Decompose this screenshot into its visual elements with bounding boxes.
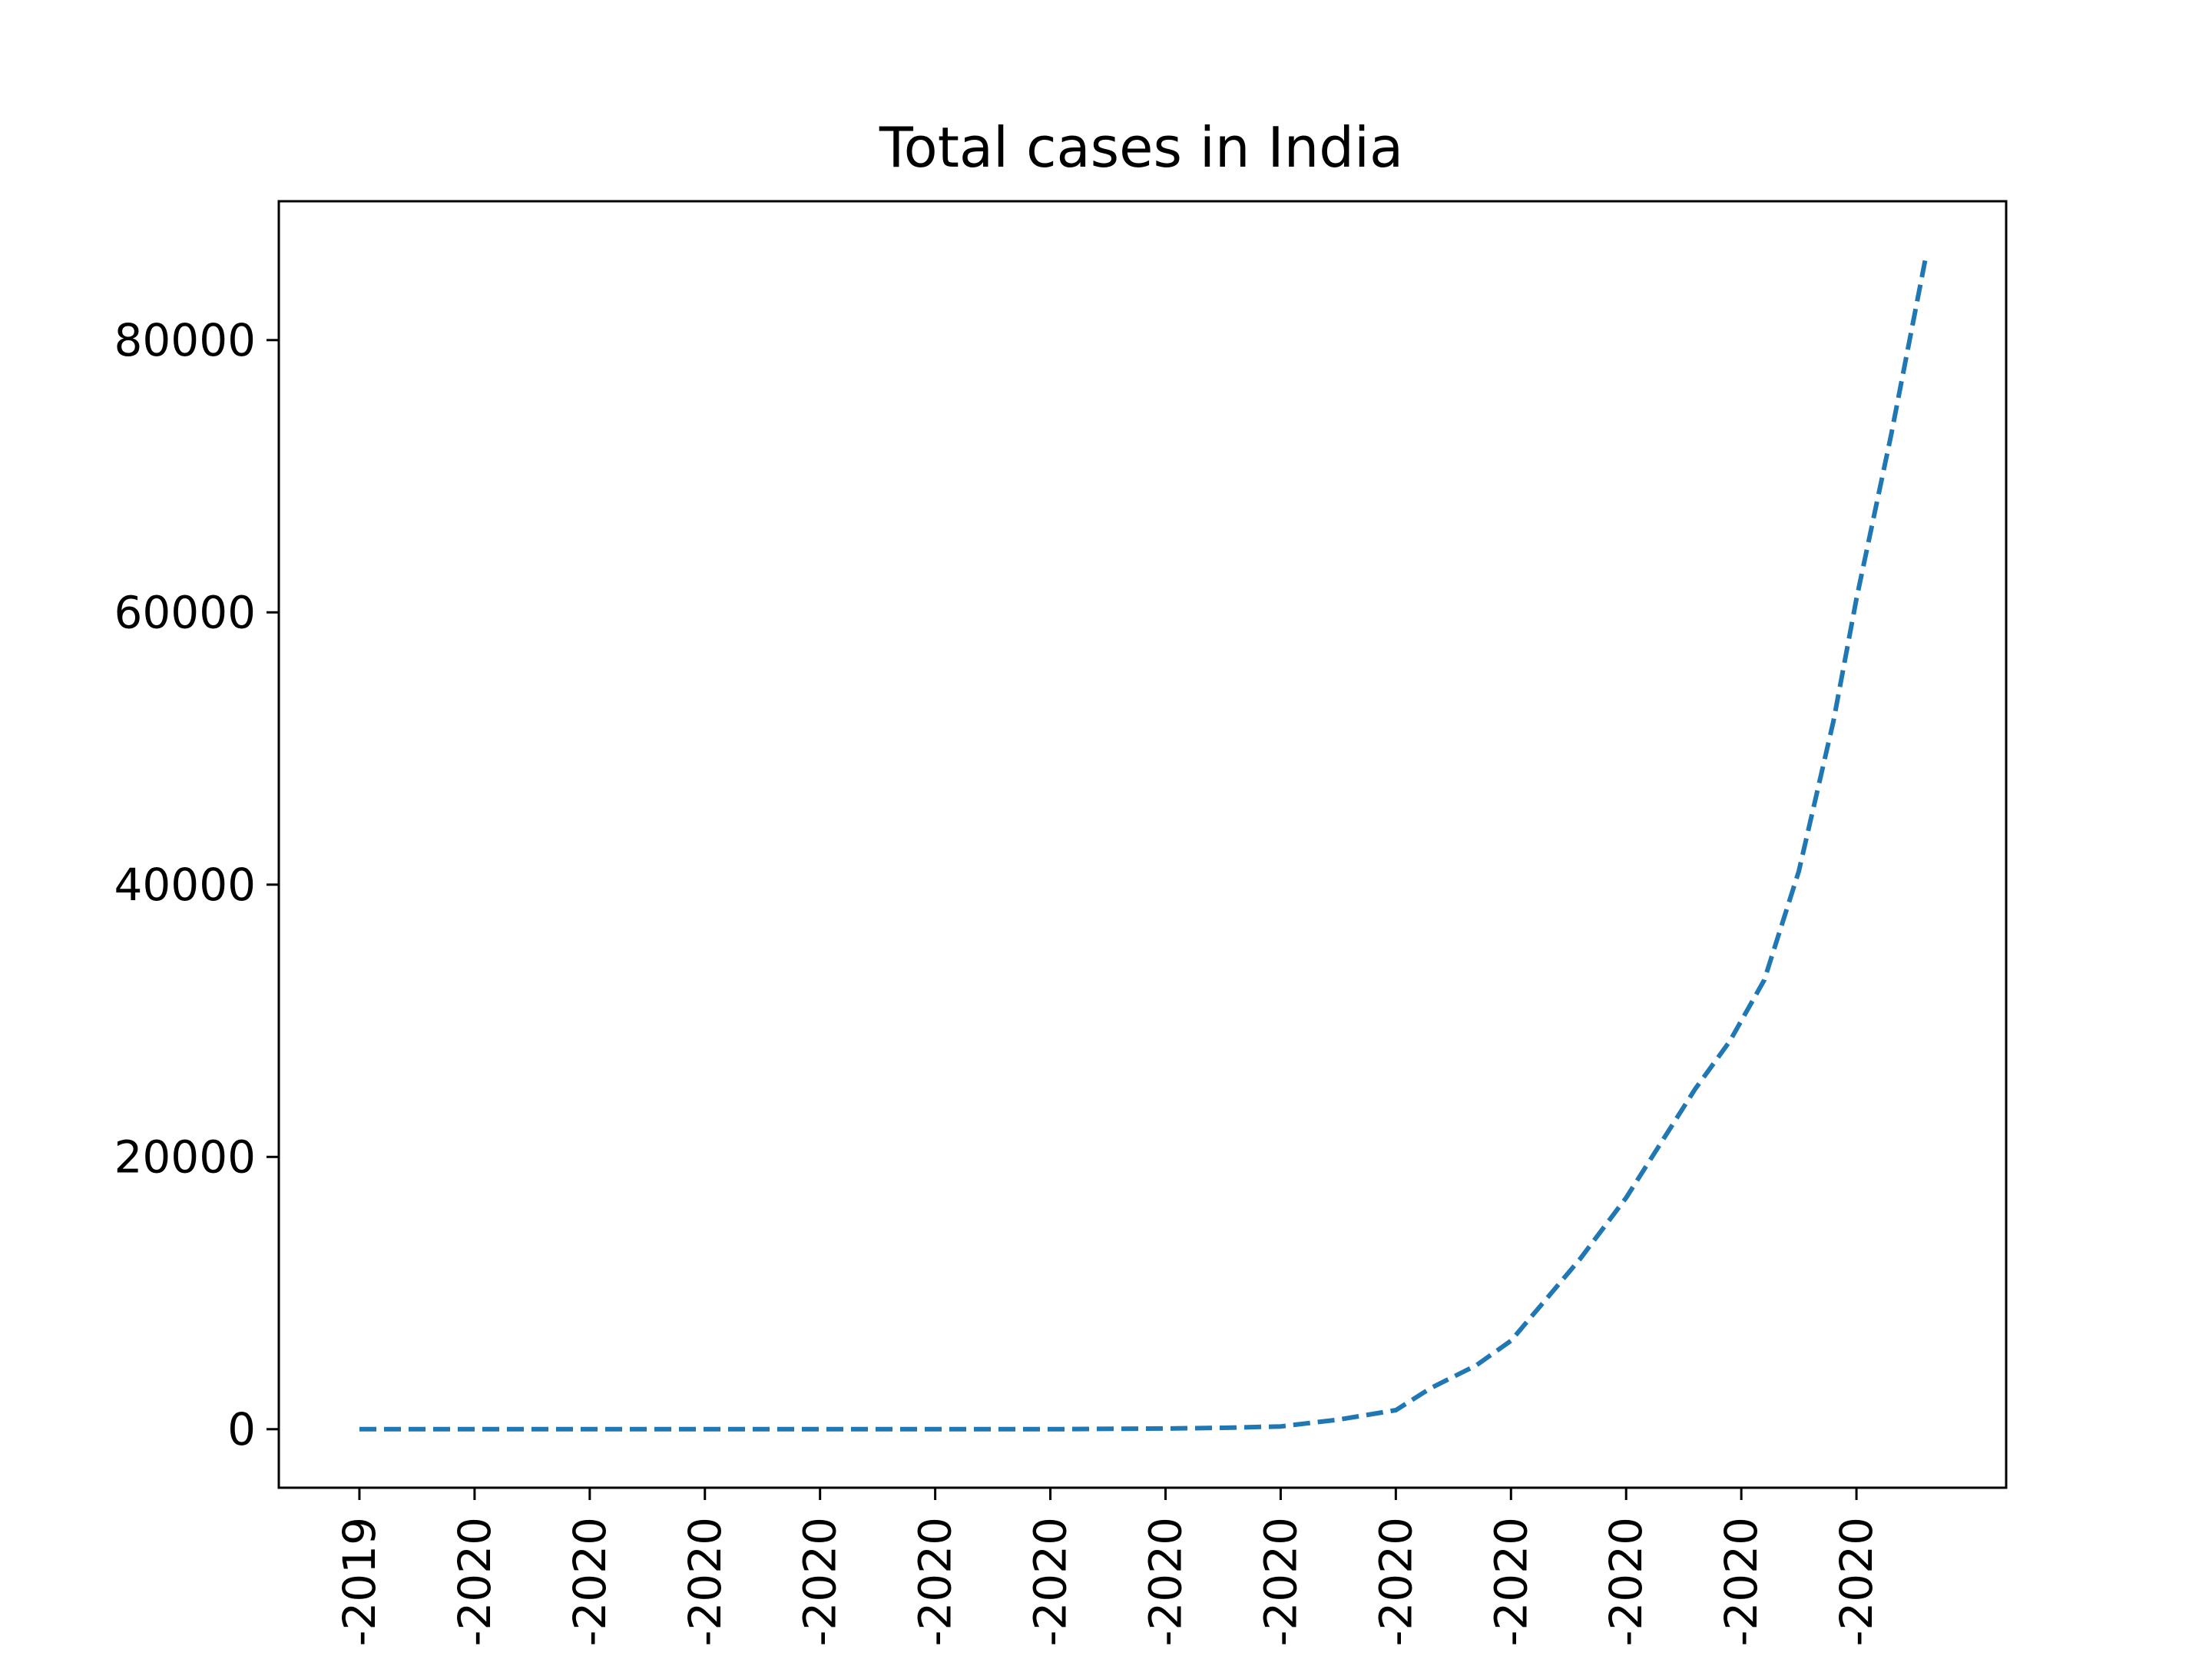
x-tick-label: -2020 xyxy=(1254,1517,1306,1647)
y-tick-label: 60000 xyxy=(114,586,256,638)
x-tick-label: -2020 xyxy=(1600,1517,1652,1647)
x-tick-label: -2020 xyxy=(909,1517,962,1647)
x-tick-label: -2020 xyxy=(679,1517,731,1647)
y-tick-label: 20000 xyxy=(114,1131,256,1183)
y-tick-label: 0 xyxy=(227,1403,256,1455)
y-tick-label: 40000 xyxy=(114,859,256,911)
x-tick-label: -2020 xyxy=(1715,1517,1767,1647)
x-tick-label: -2020 xyxy=(1485,1517,1537,1647)
x-tick-label: -2020 xyxy=(1369,1517,1422,1647)
chart-title: Total cases in India xyxy=(879,115,1403,180)
x-tick-label: -2020 xyxy=(1139,1517,1191,1647)
y-axis: 0 20000 40000 60000 80000 xyxy=(114,314,279,1455)
x-tick-label: -2020 xyxy=(564,1517,616,1647)
x-tick-label: -2019 xyxy=(333,1517,386,1647)
plot-frame xyxy=(277,200,2008,1489)
x-axis: -2019 -2020 -2020 -2020 -2020 -2020 -2020 -2020… xyxy=(333,1488,1883,1647)
x-tick-label: -2020 xyxy=(1830,1517,1883,1647)
series-line xyxy=(359,257,1928,1432)
y-tick-label: 80000 xyxy=(114,314,256,366)
x-tick-label: -2020 xyxy=(794,1517,846,1647)
x-tick-label: -2020 xyxy=(449,1517,501,1647)
x-tick-label: -2020 xyxy=(1025,1517,1077,1647)
